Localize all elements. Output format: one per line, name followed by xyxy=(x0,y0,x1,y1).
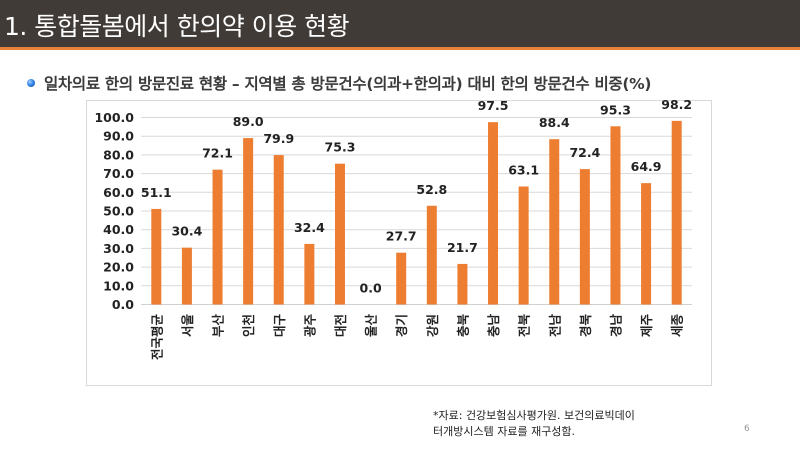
bar xyxy=(181,247,192,305)
bar xyxy=(488,122,499,305)
data-label: 79.9 xyxy=(263,131,294,146)
title-bar: 1. 통합돌봄에서 한의약 이용 현황 xyxy=(0,0,800,50)
data-label: 72.4 xyxy=(569,145,600,160)
chart-frame xyxy=(86,100,712,386)
page-number: 6 xyxy=(744,424,750,434)
data-label: 63.1 xyxy=(508,163,539,178)
data-label: 51.1 xyxy=(141,185,172,200)
x-tick-label: 강원 xyxy=(425,314,440,337)
x-tick-label: 대전 xyxy=(333,314,348,337)
y-tick-label: 90.0 xyxy=(103,129,134,144)
data-label: 72.1 xyxy=(202,146,233,161)
y-tick-label: 50.0 xyxy=(103,204,134,219)
y-tick-label: 0.0 xyxy=(112,297,134,312)
bar xyxy=(457,263,468,305)
x-tick-label: 경기 xyxy=(394,314,409,337)
x-tick-label: 전북 xyxy=(517,314,532,338)
bar xyxy=(579,169,590,305)
bar xyxy=(304,243,315,305)
y-tick-label: 30.0 xyxy=(103,241,134,256)
bar xyxy=(518,186,529,305)
chart-subtitle: 일차의료 한의 방문진료 현황 – 지역별 총 방문건수(의과+한의과) 대비 … xyxy=(27,71,651,95)
bar xyxy=(396,252,407,305)
x-axis-ticks: 전국평균 서울 부산 인천 대구 광주 대전 울산 경기 강원 충북 충남 전북 전남 경북 경남 제주 세종 xyxy=(149,314,684,361)
data-label: 27.7 xyxy=(386,229,417,244)
bar xyxy=(610,126,621,305)
x-tick-label: 울산 xyxy=(364,314,379,338)
bar xyxy=(426,205,437,305)
x-tick-label: 경북 xyxy=(578,314,593,338)
data-label: 0.0 xyxy=(360,281,382,296)
x-tick-label: 부산 xyxy=(211,314,226,338)
x-tick-label: 광주 xyxy=(302,314,317,338)
data-label: 32.4 xyxy=(294,220,325,235)
gridlines xyxy=(141,117,692,305)
y-tick-label: 80.0 xyxy=(103,147,134,162)
bar xyxy=(549,139,560,305)
y-tick-label: 100.0 xyxy=(94,110,134,125)
y-tick-label: 70.0 xyxy=(103,166,134,181)
data-label: 95.3 xyxy=(600,102,631,117)
bar xyxy=(273,155,284,305)
data-labels: 51.1 30.4 72.1 89.0 79.9 32.4 75.3 0.0 27.7 52.8 2… xyxy=(141,97,692,296)
y-tick-label: 10.0 xyxy=(103,278,134,293)
bullet-icon xyxy=(27,79,35,87)
bar xyxy=(243,138,254,305)
bars xyxy=(151,120,682,305)
bar xyxy=(151,208,162,305)
data-label: 52.8 xyxy=(416,182,447,197)
x-tick-label: 세종 xyxy=(670,314,685,338)
data-label: 97.5 xyxy=(478,98,509,113)
page-title: 1. 통합돌봄에서 한의약 이용 현황 xyxy=(4,12,350,41)
bar xyxy=(641,183,652,305)
bar xyxy=(671,120,682,305)
data-label: 98.2 xyxy=(661,97,692,112)
x-tick-label: 대구 xyxy=(272,314,287,338)
y-tick-label: 20.0 xyxy=(103,260,134,275)
data-label: 64.9 xyxy=(631,159,662,174)
y-tick-label: 40.0 xyxy=(103,222,134,237)
bar xyxy=(334,163,345,305)
x-tick-label: 제주 xyxy=(639,314,654,338)
y-tick-label: 60.0 xyxy=(103,185,134,200)
data-label: 88.4 xyxy=(539,115,570,130)
x-tick-label: 충북 xyxy=(455,314,470,338)
source-line-2: 터개방시스템 자료를 재구성함. xyxy=(433,425,576,438)
x-tick-label: 인천 xyxy=(241,314,256,337)
data-label: 75.3 xyxy=(325,140,356,155)
data-label: 30.4 xyxy=(171,224,202,239)
x-tick-label: 충남 xyxy=(486,314,501,338)
y-axis-ticks: 0.0 10.0 20.0 30.0 40.0 50.0 60.0 70.0 80.0 90.0 1… xyxy=(94,110,134,312)
data-label: 21.7 xyxy=(447,240,478,255)
x-tick-label: 전남 xyxy=(547,314,562,338)
source-note: *자료: 건강보험심사평가원. 보건의료빅데이 터개방시스템 자료를 재구성함. xyxy=(433,408,713,440)
x-tick-label: 서울 xyxy=(180,314,195,338)
x-tick-label: 경남 xyxy=(608,314,623,338)
source-line-1: *자료: 건강보험심사평가원. 보건의료빅데이 xyxy=(433,409,635,422)
subtitle-text: 일차의료 한의 방문진료 현황 – 지역별 총 방문건수(의과+한의과) 대비 … xyxy=(44,75,652,93)
data-label: 89.0 xyxy=(233,114,264,129)
bar xyxy=(212,169,223,305)
x-tick-label: 전국평균 xyxy=(149,314,164,361)
